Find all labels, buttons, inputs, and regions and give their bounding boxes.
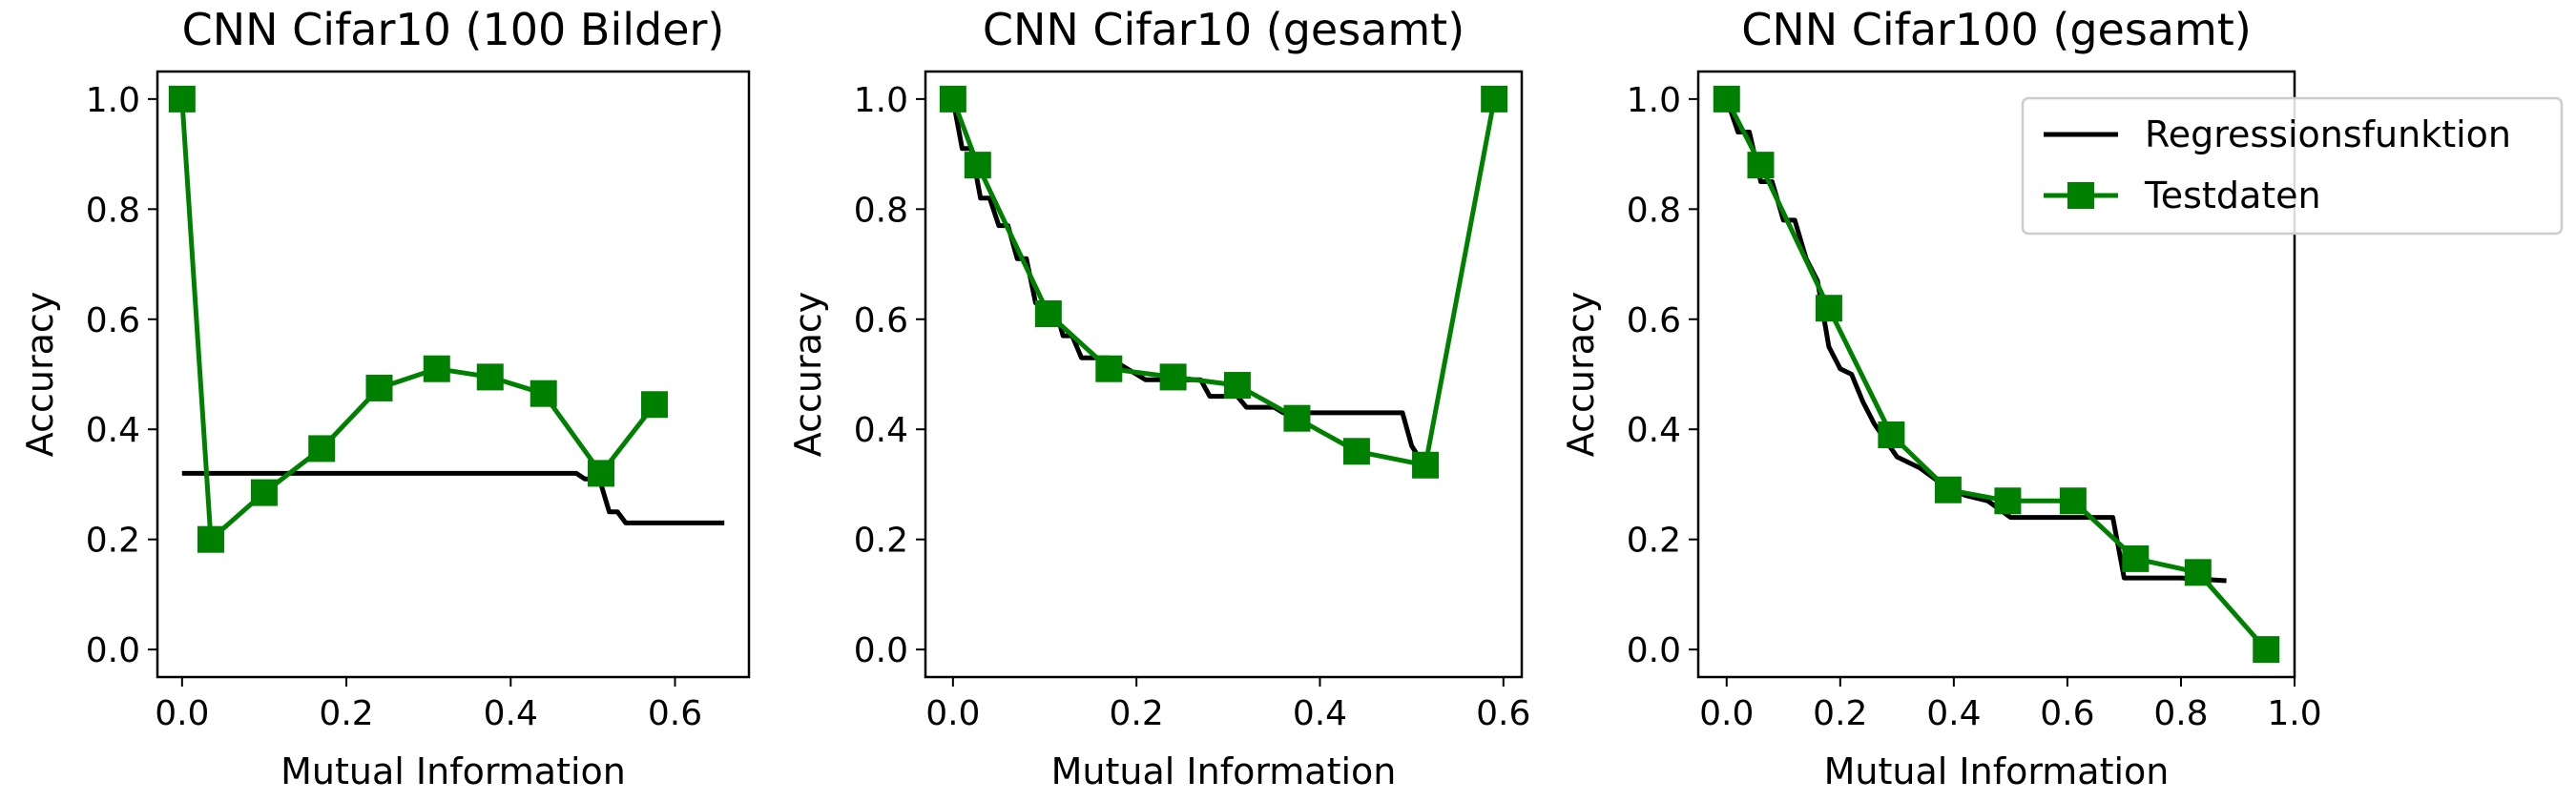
y-tick-label: 0.0 bbox=[1627, 631, 1681, 670]
series-line-testdaten bbox=[1724, 97, 2269, 651]
data-point-marker bbox=[250, 479, 278, 506]
y-tick-label: 0.0 bbox=[86, 631, 140, 670]
x-tick-label: 0.4 bbox=[1293, 694, 1347, 733]
y-axis-label: Accuracy bbox=[787, 292, 829, 458]
data-point-marker bbox=[197, 525, 224, 553]
subplot-3: CNN Cifar100 (gesamt) 0.0 0.2 0.4 0.6 0.8 1.0 0… bbox=[1560, 4, 2564, 792]
y-tick-label: 0.8 bbox=[854, 191, 908, 230]
x-tick-label: 0.6 bbox=[1476, 694, 1530, 733]
data-point-marker bbox=[168, 85, 196, 113]
plot-frame bbox=[924, 70, 1524, 679]
x-tick-label: 0.2 bbox=[1813, 694, 1867, 733]
data-point-marker bbox=[1878, 421, 1905, 448]
y-tick-label: 0.8 bbox=[1627, 191, 1681, 230]
y-tick-label: 0.6 bbox=[1627, 301, 1681, 340]
subplot-1: CNN Cifar10 (100 Bilder) 0.0 0.2 0.4 0.6 0.0 0… bbox=[19, 4, 751, 792]
series-line-testdaten bbox=[179, 98, 656, 543]
y-tick-label: 0.0 bbox=[854, 631, 908, 670]
x-tick-label: 0.2 bbox=[1110, 694, 1164, 733]
plot-frame bbox=[156, 70, 751, 679]
y-tick-label: 0.2 bbox=[854, 522, 908, 561]
data-point-marker bbox=[365, 374, 393, 401]
data-point-marker bbox=[1034, 300, 1062, 327]
data-point-marker bbox=[2059, 487, 2087, 515]
data-point-marker bbox=[1159, 363, 1187, 391]
y-tick-label: 0.4 bbox=[854, 411, 908, 450]
x-tick-label: 0.0 bbox=[925, 694, 980, 733]
data-point-marker bbox=[1481, 85, 1508, 113]
chart-title: CNN Cifar10 (gesamt) bbox=[983, 4, 1465, 55]
data-point-marker bbox=[1095, 355, 1123, 382]
x-tick-label: 0.0 bbox=[1699, 694, 1754, 733]
data-point-marker bbox=[588, 460, 614, 487]
y-axis-label: Accuracy bbox=[1560, 292, 1602, 458]
data-point-marker bbox=[1713, 85, 1740, 113]
x-tick-label: 0.4 bbox=[484, 694, 538, 733]
series-line-testdaten bbox=[950, 98, 1497, 468]
x-tick-label: 0.4 bbox=[1926, 694, 1981, 733]
x-tick-label: 0.6 bbox=[2040, 694, 2094, 733]
data-point-marker bbox=[2253, 636, 2280, 664]
data-point-marker bbox=[640, 391, 668, 419]
y-tick-label: 0.8 bbox=[86, 191, 140, 230]
data-point-marker bbox=[476, 363, 504, 391]
y-tick-label: 1.0 bbox=[1627, 81, 1681, 120]
x-tick-label: 0.8 bbox=[2153, 694, 2208, 733]
data-point-marker bbox=[1412, 451, 1440, 479]
data-point-marker bbox=[423, 355, 450, 382]
data-point-marker bbox=[2184, 559, 2212, 586]
x-axis-label: Mutual Information bbox=[1824, 750, 2170, 792]
data-point-marker bbox=[1934, 476, 1962, 503]
y-tick-label: 0.6 bbox=[86, 301, 140, 340]
data-point-marker bbox=[1815, 295, 1842, 322]
y-tick-label: 0.2 bbox=[86, 522, 140, 561]
y-tick-label: 1.0 bbox=[86, 81, 140, 120]
data-point-marker bbox=[939, 85, 966, 113]
data-point-marker bbox=[308, 435, 336, 462]
data-point-marker bbox=[1283, 404, 1311, 432]
data-point-marker bbox=[964, 152, 991, 179]
y-tick-label: 0.4 bbox=[86, 411, 140, 450]
legend: Regressionsfunktion Testdaten bbox=[2021, 96, 2564, 236]
data-point-marker bbox=[1223, 372, 1251, 400]
legend-swatch-marker bbox=[2067, 182, 2094, 209]
subplot-2: CNN Cifar10 (gesamt) 0.0 0.2 0.4 0.6 0.0 0.2 0.… bbox=[787, 4, 1530, 792]
plot-frame bbox=[1696, 70, 2296, 679]
data-point-marker bbox=[2122, 544, 2150, 572]
chart-title: CNN Cifar100 (gesamt) bbox=[1741, 4, 2252, 55]
series-line-regressionsfunktion bbox=[950, 98, 1428, 469]
data-point-marker bbox=[530, 380, 557, 407]
x-tick-label: 0.6 bbox=[648, 694, 702, 733]
x-tick-label: 1.0 bbox=[2267, 694, 2321, 733]
legend-label: Testdaten bbox=[2144, 175, 2321, 216]
legend-box bbox=[2021, 96, 2564, 236]
x-tick-label: 0.2 bbox=[319, 694, 373, 733]
x-axis-label: Mutual Information bbox=[280, 750, 626, 792]
data-point-marker bbox=[1994, 487, 2022, 515]
data-point-marker bbox=[1342, 438, 1370, 465]
data-point-marker bbox=[1747, 152, 1775, 179]
y-tick-label: 0.4 bbox=[1627, 411, 1681, 450]
legend-label: Regressionsfunktion bbox=[2145, 113, 2511, 155]
y-axis-label: Accuracy bbox=[19, 292, 61, 458]
y-tick-label: 0.6 bbox=[854, 301, 908, 340]
chart-title: CNN Cifar10 (100 Bilder) bbox=[182, 4, 725, 55]
x-axis-label: Mutual Information bbox=[1051, 750, 1397, 792]
y-tick-label: 1.0 bbox=[854, 81, 908, 120]
y-tick-label: 0.2 bbox=[1627, 522, 1681, 561]
x-tick-label: 0.0 bbox=[155, 694, 209, 733]
